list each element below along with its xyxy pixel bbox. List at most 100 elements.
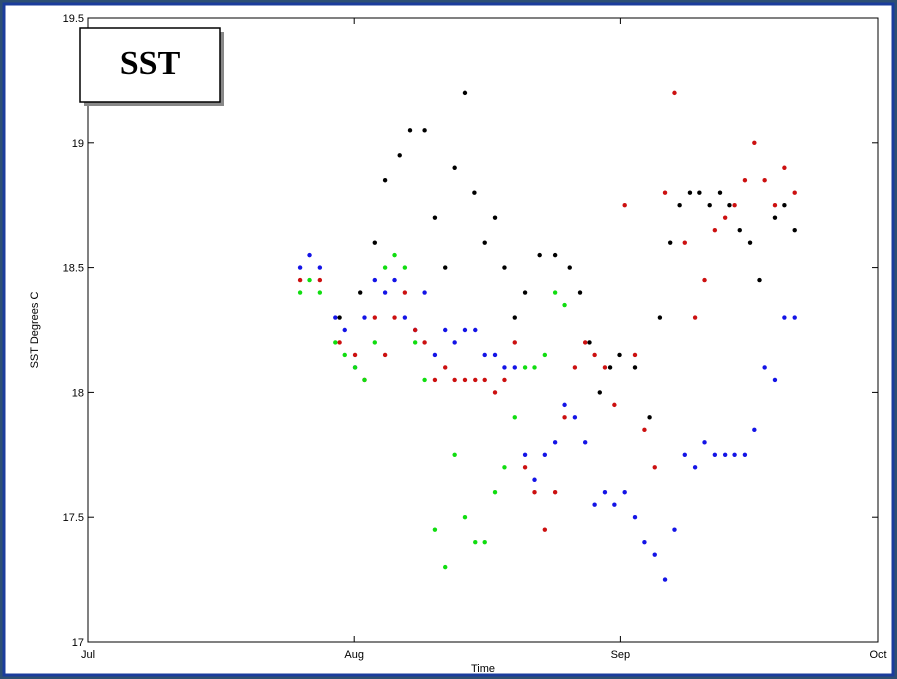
point (297, 265, 303, 270)
point (462, 327, 468, 333)
point (443, 265, 448, 270)
point (562, 302, 567, 308)
point (622, 490, 627, 495)
point (342, 327, 347, 333)
point (657, 315, 663, 320)
point (792, 227, 797, 233)
point (717, 190, 723, 195)
point (307, 252, 312, 258)
point (362, 377, 367, 383)
point (692, 315, 698, 320)
point (612, 502, 617, 507)
y-tick-label: 19 (72, 138, 84, 150)
point (582, 440, 588, 445)
point (492, 352, 498, 358)
point (572, 415, 578, 420)
point (782, 203, 787, 208)
point (337, 315, 342, 320)
point (432, 527, 438, 532)
point (552, 290, 558, 295)
point (712, 227, 718, 233)
point (362, 315, 367, 320)
point (552, 490, 558, 495)
x-tick-label: Sep (611, 649, 631, 661)
point (577, 290, 583, 295)
point (502, 465, 507, 470)
point (473, 327, 478, 333)
point (297, 277, 303, 283)
point (702, 440, 707, 445)
point (307, 277, 312, 283)
point (372, 315, 378, 320)
point (772, 377, 778, 383)
point (562, 402, 567, 408)
point (422, 377, 427, 383)
point (422, 340, 427, 345)
point (712, 452, 718, 457)
point (352, 365, 358, 370)
point (397, 153, 402, 158)
point (622, 203, 627, 208)
point (522, 290, 528, 295)
point (422, 290, 427, 295)
point (697, 190, 702, 195)
point (732, 203, 737, 208)
point (333, 315, 338, 320)
point (482, 240, 487, 245)
point (792, 190, 797, 195)
point (677, 203, 682, 208)
point (722, 452, 728, 457)
point (607, 365, 613, 370)
point (482, 377, 487, 383)
point (747, 240, 753, 245)
point (722, 215, 728, 220)
point (542, 352, 548, 358)
point (782, 165, 787, 170)
point (412, 340, 418, 345)
point (752, 427, 757, 433)
point (692, 465, 698, 470)
point (452, 452, 457, 457)
point (452, 340, 457, 345)
point (522, 365, 528, 370)
point (462, 377, 468, 383)
point (652, 552, 657, 557)
point (537, 252, 542, 258)
point (672, 90, 677, 96)
point (473, 539, 478, 545)
point (382, 290, 388, 295)
point (772, 203, 778, 208)
point (502, 377, 507, 383)
point (757, 277, 762, 283)
point (587, 340, 592, 345)
point (582, 340, 588, 345)
y-tick-label: 19.5 (63, 13, 84, 25)
point (402, 290, 408, 295)
point (492, 490, 498, 495)
point (358, 290, 363, 295)
x-tick-label: Aug (344, 649, 364, 661)
point (492, 215, 498, 220)
point (402, 315, 408, 320)
point (392, 252, 397, 258)
point (372, 240, 378, 245)
y-axis-label: SST Degrees C (29, 292, 41, 369)
point (452, 165, 457, 170)
point (443, 365, 448, 370)
point (502, 365, 507, 370)
point (617, 352, 622, 358)
x-tick-label: Jul (81, 649, 95, 661)
point (382, 178, 388, 183)
point (542, 452, 548, 457)
point (592, 352, 597, 358)
point (592, 502, 597, 507)
point (317, 277, 323, 283)
point (473, 377, 478, 383)
point (727, 203, 732, 208)
point (462, 515, 468, 520)
point (402, 265, 408, 270)
point (412, 327, 418, 333)
point (317, 290, 323, 295)
